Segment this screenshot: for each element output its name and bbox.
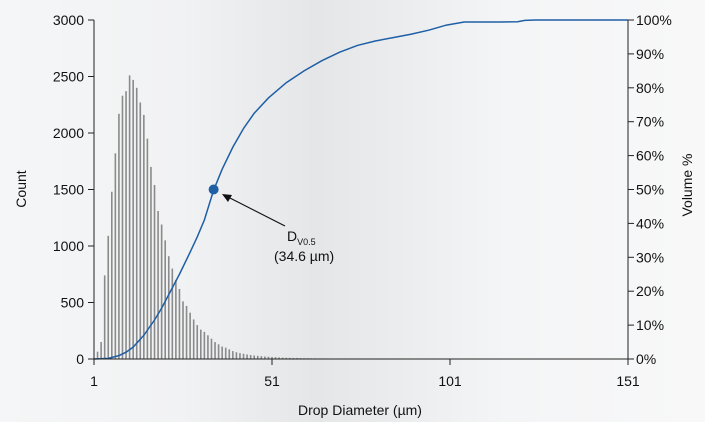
plot-area <box>93 19 628 360</box>
annotation-symbol: D <box>287 228 297 244</box>
histogram-bar <box>285 357 288 359</box>
histogram-bar <box>114 153 117 359</box>
histogram-bar <box>164 240 166 359</box>
histogram-bar <box>207 335 209 359</box>
histogram-bar <box>107 235 110 359</box>
annotation-arrow-line <box>225 195 286 227</box>
histogram-bar <box>160 224 163 359</box>
bars-layer <box>96 75 519 360</box>
annotation-value: (34.6 µm) <box>274 248 334 264</box>
right-axis-tick-label: 0% <box>636 351 656 367</box>
histogram-bar <box>260 356 263 359</box>
annotation-subscript: V0.5 <box>297 237 316 247</box>
histogram-bar <box>221 346 223 359</box>
right-axis-tick-label: 90% <box>636 46 664 62</box>
histogram-bar <box>210 338 213 359</box>
histogram-bar <box>196 325 199 359</box>
x-axis-title: Drop Diameter (µm) <box>298 402 422 418</box>
histogram-bar <box>267 356 270 359</box>
histogram-bar <box>235 352 238 359</box>
right-axis-tick-label: 80% <box>636 80 664 96</box>
bottom-axis-tick-label: 101 <box>438 373 462 389</box>
histogram-bar <box>292 357 295 359</box>
left-axis-tick-label: 0 <box>76 351 84 367</box>
right-axis-tick-label: 60% <box>636 148 664 164</box>
left-axis-tick-label: 1500 <box>53 182 84 198</box>
histogram-bar <box>214 342 216 359</box>
dv05-annotation: DV0.5 (34.6 µm) <box>222 194 334 264</box>
cumulative-volume-line <box>93 19 628 360</box>
histogram-bar <box>264 356 266 359</box>
left-axis-tick-label: 1000 <box>53 238 84 254</box>
histogram-bar <box>139 102 142 360</box>
right-axis-tick-label: 10% <box>636 317 664 333</box>
histogram-bar <box>296 357 298 359</box>
histogram-bar <box>118 113 120 359</box>
histogram-bar <box>249 355 252 359</box>
histogram-bar <box>185 305 188 359</box>
bottom-axis-tick-label: 1 <box>90 373 98 389</box>
right-axis-tick-label: 40% <box>636 215 664 231</box>
left-axis-tick-label: 2000 <box>53 125 84 141</box>
histogram-bar <box>256 355 259 359</box>
histogram-bar <box>171 268 174 359</box>
histogram-bar <box>103 275 106 359</box>
annotation-arrowhead <box>222 194 232 202</box>
histogram-bar <box>242 353 245 359</box>
right-axis-tick-label: 100% <box>636 12 672 28</box>
histogram-bar <box>182 301 184 359</box>
histogram-bar <box>146 138 149 359</box>
right-axis-tick-label: 20% <box>636 283 664 299</box>
histogram-bar <box>167 256 170 359</box>
histogram-bar <box>278 357 280 359</box>
histogram-bar <box>289 357 291 359</box>
right-axis-tick-label: 30% <box>636 249 664 265</box>
histogram-bar <box>281 357 284 359</box>
histogram-bar <box>200 329 202 359</box>
histogram-bar <box>224 347 227 359</box>
annotation-label: DV0.5 <box>287 228 316 247</box>
histogram-bar <box>189 312 191 359</box>
histogram-bar <box>150 166 152 359</box>
histogram-bar <box>153 184 156 359</box>
left-ticks: 0 500 1000 1500 2000 2500 3000 <box>53 12 94 367</box>
histogram-bar <box>271 356 273 359</box>
left-axis-tick-label: 2500 <box>53 69 84 85</box>
left-axis-tick-label: 500 <box>61 295 85 311</box>
bottom-axis-tick-label: 151 <box>616 373 640 389</box>
right-axis-tick-label: 50% <box>636 182 664 198</box>
y-axis-title: Count <box>13 170 29 207</box>
histogram-bar <box>121 95 124 360</box>
histogram-bar <box>274 357 277 359</box>
histogram-bar <box>135 87 138 360</box>
bottom-axis-tick-label: 51 <box>264 373 280 389</box>
histogram-bar <box>143 114 145 359</box>
histogram-bar <box>111 191 113 359</box>
right-axis-tick-label: 70% <box>636 114 664 130</box>
histogram-bar <box>217 344 220 359</box>
histogram-bar <box>203 331 206 359</box>
histogram-bar <box>175 279 177 359</box>
histogram-bar <box>125 91 127 359</box>
dv05-marker <box>208 184 219 195</box>
histogram-bar <box>100 342 102 359</box>
histogram-bar <box>246 354 248 359</box>
y2-axis-title: Volume % <box>679 153 695 216</box>
left-axis-tick-label: 3000 <box>53 12 84 28</box>
histogram-bar <box>253 355 255 359</box>
histogram-bar <box>232 351 234 359</box>
bottom-ticks: 1 51 101 151 <box>90 359 640 389</box>
histogram-bar <box>132 79 134 359</box>
histogram-bar <box>96 351 99 359</box>
histogram-bar <box>192 319 195 359</box>
histogram-bar <box>228 349 231 359</box>
histogram-bar <box>157 210 159 359</box>
histogram-bar <box>178 288 181 359</box>
right-ticks: 0% 10% 20% 30% 40% 50% 60% 70% 80% 90% 100% <box>628 12 672 367</box>
histogram-bar <box>128 75 131 360</box>
histogram-bar <box>239 353 241 359</box>
